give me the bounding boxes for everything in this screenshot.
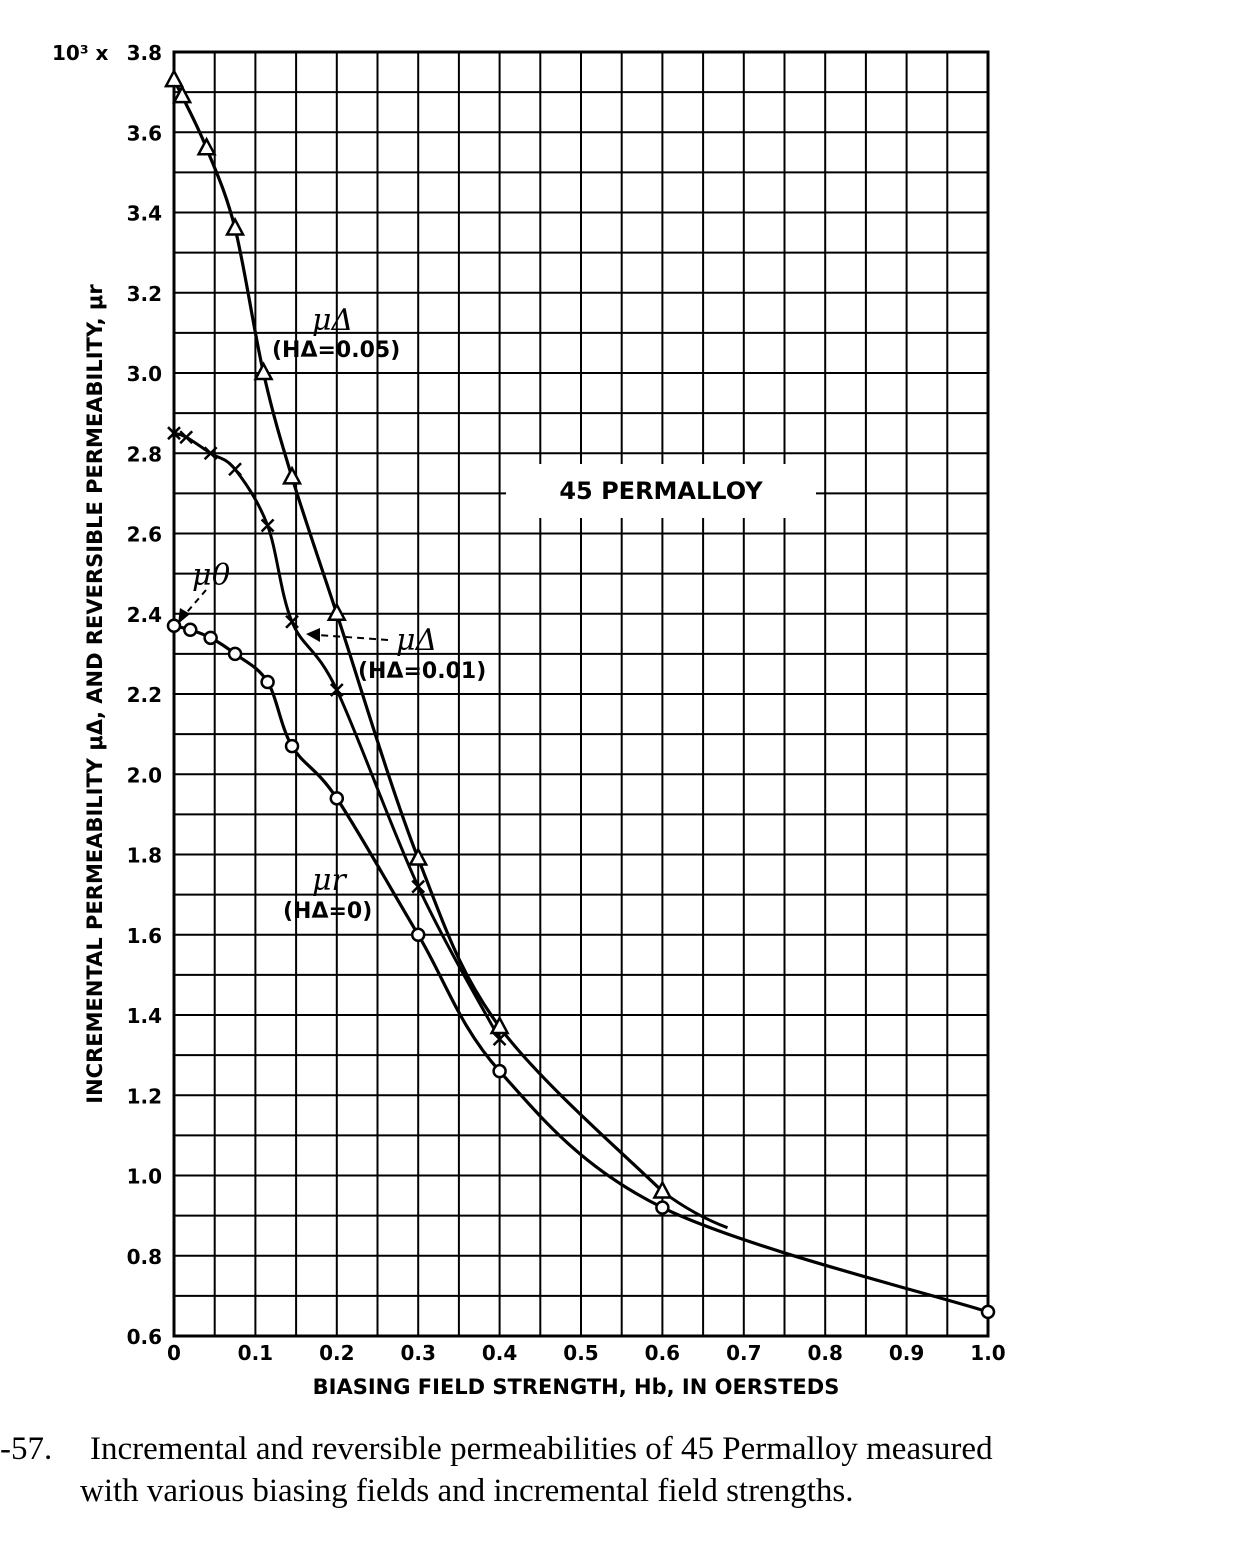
cross-point bbox=[329, 683, 344, 697]
caption-line-2: with various biasing fields and incremen… bbox=[80, 1473, 854, 1509]
y-tick-label: 3.6 bbox=[127, 121, 162, 145]
annotation-mu0: μ0 bbox=[192, 558, 231, 593]
y-tick-label: 2.0 bbox=[127, 763, 162, 787]
circle-point bbox=[183, 622, 198, 638]
caption-number: -57. bbox=[0, 1431, 53, 1467]
cross-point bbox=[411, 879, 426, 894]
triangle-point bbox=[326, 602, 347, 621]
y-tick-labels: 0.6 0.8 1.0 1.2 1.4 1.6 1.8 2.0 2.2 2.4 2.6 2.8 3.0 3… bbox=[127, 41, 162, 1349]
x-tick-label: 0.8 bbox=[807, 1341, 842, 1365]
circle-point bbox=[492, 1063, 507, 1079]
y-tick-label: 3.2 bbox=[127, 282, 162, 306]
plot-frame bbox=[172, 50, 990, 1338]
x-tick-label: 1.0 bbox=[970, 1341, 1005, 1365]
x-tick-label: 0.6 bbox=[645, 1341, 680, 1365]
triangle-point bbox=[408, 846, 429, 866]
y-tick-label: 0.8 bbox=[127, 1245, 162, 1269]
circle-point bbox=[284, 738, 300, 754]
y-tick-label: 2.4 bbox=[127, 603, 162, 627]
x-tick-label: 0 bbox=[167, 1341, 181, 1365]
triangle-point bbox=[196, 136, 217, 156]
x-tick-label: 0.2 bbox=[319, 1341, 354, 1365]
triangle-point bbox=[253, 361, 274, 381]
y-tick-label: 2.2 bbox=[127, 683, 162, 707]
x-tick-label: 0.5 bbox=[563, 1341, 598, 1365]
x-tick-label: 0.1 bbox=[238, 1341, 273, 1365]
triangle-point bbox=[652, 1179, 673, 1199]
circle-point bbox=[166, 618, 182, 634]
y-tick-label: 3.0 bbox=[127, 362, 162, 386]
triangle-point bbox=[489, 1015, 510, 1035]
annotation-h-delta-c: (HΔ=0) bbox=[283, 899, 372, 924]
y-tick-label: 2.8 bbox=[127, 442, 162, 466]
annotation-arrows bbox=[178, 589, 389, 642]
triangle-point bbox=[224, 216, 246, 236]
circle-point bbox=[655, 1200, 670, 1215]
circle-point bbox=[329, 791, 345, 806]
y-axis-label: INCREMENTAL PERMEABILITY μΔ, AND REVERSI… bbox=[83, 284, 107, 1104]
x-tick-label: 0.3 bbox=[400, 1341, 435, 1365]
annotation-mu-r: μr bbox=[312, 863, 347, 898]
y-tick-label: 1.8 bbox=[127, 844, 162, 868]
triangle-point bbox=[281, 465, 303, 485]
triangle-point bbox=[163, 68, 185, 88]
circle-point bbox=[227, 646, 243, 662]
permeability-chart: 0 0.1 0.2 0.3 0.4 0.5 0.6 0.7 0.8 0.9 1.0 0.6 0.8 1.… bbox=[52, 41, 1006, 1399]
y-tick-label: 1.2 bbox=[127, 1084, 162, 1108]
mu0-arrow-head bbox=[178, 608, 190, 624]
x-tick-label: 0.4 bbox=[482, 1341, 517, 1365]
y-multiplier-label: 10³ x bbox=[52, 41, 109, 65]
x-axis-label: BIASING FIELD STRENGTH, Hb, IN OERSTEDS bbox=[313, 1375, 840, 1399]
mu-delta-b-arrow-head bbox=[306, 628, 320, 642]
x-tick-label: 0.9 bbox=[889, 1341, 924, 1365]
annotation-mu-delta-b: μΔ bbox=[396, 623, 437, 658]
circle-point bbox=[980, 1304, 996, 1320]
cross-point bbox=[228, 462, 242, 477]
x-tick-labels: 0 0.1 0.2 0.3 0.4 0.5 0.6 0.7 0.8 0.9 1.0 bbox=[167, 1341, 1006, 1365]
markers-layer bbox=[163, 68, 996, 1320]
chart-title: 45 PERMALLOY bbox=[559, 477, 763, 505]
grid bbox=[174, 52, 988, 1336]
cross-point bbox=[260, 518, 275, 533]
y-tick-label: 3.8 bbox=[127, 41, 162, 65]
y-tick-label: 1.0 bbox=[127, 1165, 162, 1189]
cross-point bbox=[203, 446, 218, 461]
cross-point bbox=[492, 1032, 507, 1046]
circle-point bbox=[410, 927, 426, 942]
circle-point bbox=[203, 630, 218, 646]
annotation-mu-delta-a: μΔ bbox=[312, 303, 353, 338]
x-tick-label: 0.7 bbox=[726, 1341, 761, 1365]
y-tick-label: 1.4 bbox=[127, 1004, 162, 1028]
caption-line-1: Incremental and reversible permeabilitie… bbox=[90, 1431, 993, 1467]
annotation-h-delta-b: (HΔ=0.01) bbox=[358, 659, 486, 684]
y-tick-label: 3.4 bbox=[127, 202, 162, 226]
cross-point bbox=[285, 614, 299, 629]
circle-point bbox=[260, 674, 275, 690]
cross-point bbox=[179, 430, 194, 445]
title-background bbox=[506, 464, 816, 518]
y-tick-label: 2.6 bbox=[127, 523, 162, 547]
cross-point bbox=[167, 426, 181, 441]
triangle-point bbox=[172, 84, 193, 104]
annotation-h-delta-a: (HΔ=0.05) bbox=[272, 338, 400, 363]
y-tick-label: 1.6 bbox=[127, 924, 162, 948]
y-tick-label: 0.6 bbox=[127, 1325, 162, 1349]
